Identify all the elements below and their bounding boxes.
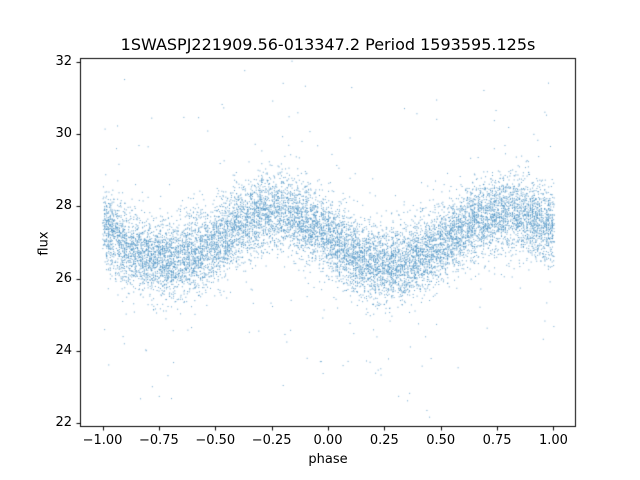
x-axis-label: phase xyxy=(308,452,348,467)
x-tick-label: 0.50 xyxy=(426,433,456,448)
x-tick-label: −0.50 xyxy=(195,433,236,448)
x-tick-label: 0.25 xyxy=(369,433,399,448)
y-axis-label: flux xyxy=(36,231,52,256)
chart-title: 1SWASPJ221909.56-013347.2 Period 1593595… xyxy=(120,35,536,54)
x-tick-label: −0.75 xyxy=(138,433,179,448)
y-tick-label: 32 xyxy=(55,53,72,69)
x-tick-label: 1.00 xyxy=(538,433,568,448)
x-tick-label: 0.00 xyxy=(313,433,343,448)
x-tick-label: −1.00 xyxy=(82,433,123,448)
y-tick-label: 22 xyxy=(55,415,72,431)
y-tick-label: 24 xyxy=(55,343,72,359)
y-tick-label: 26 xyxy=(55,270,72,286)
y-tick-label: 28 xyxy=(55,198,72,214)
x-tick-label: −0.25 xyxy=(251,433,292,448)
x-tick-label: 0.75 xyxy=(482,433,512,448)
y-tick-label: 30 xyxy=(55,125,72,141)
